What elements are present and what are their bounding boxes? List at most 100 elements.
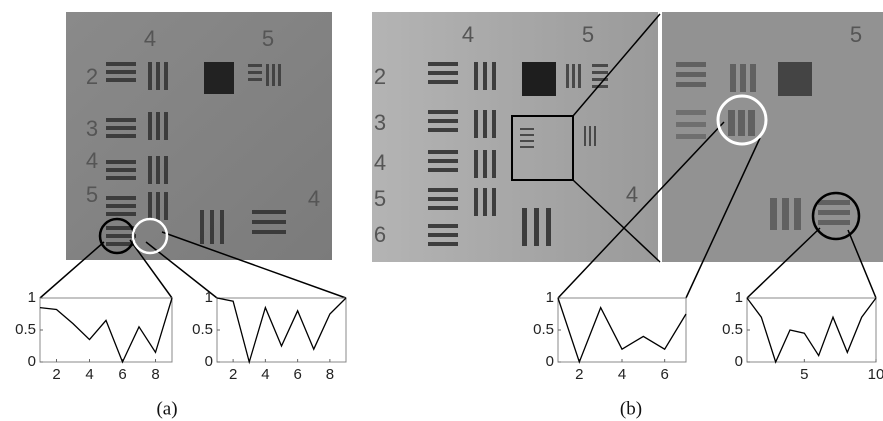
target-bar — [428, 119, 458, 123]
target-bar — [428, 80, 458, 84]
image-label: 5 — [262, 26, 274, 51]
x-tick-label: 6 — [293, 366, 301, 383]
target-bar — [266, 64, 269, 86]
target-bar — [106, 62, 136, 66]
image-label: 3 — [374, 110, 386, 135]
y-tick-label: 0.5 — [533, 321, 554, 338]
target-bar — [106, 126, 136, 130]
target-bar — [106, 78, 136, 82]
image-label: 4 — [308, 186, 320, 211]
plot-frame — [40, 298, 172, 362]
y-tick-label: 0.5 — [192, 321, 213, 338]
target-bar — [106, 160, 136, 164]
x-tick-label: 8 — [151, 366, 159, 383]
target-bar — [782, 198, 789, 230]
target-bar — [106, 176, 136, 180]
y-tick-label: 0.5 — [15, 321, 36, 338]
target-bar — [106, 118, 136, 122]
image-label: 5 — [850, 22, 862, 47]
target-bar — [483, 62, 487, 90]
target-bar — [428, 233, 458, 237]
target-bar — [474, 150, 478, 178]
target-bar — [578, 64, 581, 88]
target-bar — [252, 210, 286, 214]
target-bar — [248, 71, 262, 74]
target-bar — [730, 64, 736, 92]
y-tick-label: 0 — [28, 353, 36, 370]
x-tick-label: 2 — [52, 366, 60, 383]
image-label: 2 — [86, 64, 98, 89]
target-bar — [676, 110, 706, 115]
target-bar — [252, 220, 286, 224]
divider — [658, 12, 662, 262]
target-bar — [474, 110, 478, 138]
target-bar — [589, 126, 591, 146]
y-tick-label: 0 — [546, 353, 554, 370]
image-label: 4 — [86, 148, 98, 173]
y-tick-label: 1 — [28, 289, 36, 306]
target-bar — [278, 64, 281, 86]
page: {"figure": {"panels": [ {"caption": "(a)… — [0, 0, 883, 421]
target-bar — [248, 64, 262, 67]
target-bar — [740, 64, 746, 92]
image-label: 4 — [374, 150, 386, 175]
target-bar — [428, 242, 458, 246]
target-bar — [738, 110, 745, 136]
target-bar — [492, 110, 496, 138]
target-bar — [164, 112, 168, 140]
target-bar — [520, 146, 534, 148]
image-label: 5 — [374, 186, 386, 211]
target-bar — [148, 156, 152, 184]
target-bar — [818, 210, 850, 215]
target-bar — [566, 64, 569, 88]
image-label: 5 — [582, 22, 594, 47]
target-bar — [156, 192, 160, 220]
target-bar — [483, 110, 487, 138]
target-bar — [428, 150, 458, 154]
target-bar — [728, 110, 735, 136]
target-square — [204, 62, 234, 94]
target-bar — [520, 140, 534, 142]
x-tick-label: 8 — [326, 366, 334, 383]
target-bar — [148, 192, 152, 220]
target-bar — [106, 234, 136, 238]
target-bar — [522, 208, 527, 246]
target-square — [522, 62, 556, 96]
image-label: 4 — [462, 22, 474, 47]
image-label: 3 — [86, 116, 98, 141]
target-bar — [676, 134, 706, 139]
target-bar — [770, 198, 777, 230]
target-bar — [156, 62, 160, 90]
target-bar — [428, 188, 458, 192]
x-tick-label: 4 — [85, 366, 93, 383]
target-bar — [818, 220, 850, 225]
target-bar — [272, 64, 275, 86]
target-bar — [156, 112, 160, 140]
target-bar — [676, 62, 706, 67]
target-bar — [148, 62, 152, 90]
x-tick-label: 4 — [261, 366, 269, 383]
target-bar — [676, 72, 706, 77]
target-bar — [248, 78, 262, 81]
target-bar — [210, 210, 214, 244]
target-bar — [474, 62, 478, 90]
image-label: 2 — [374, 64, 386, 89]
target-bar — [584, 126, 586, 146]
caption: (a) — [156, 398, 177, 419]
x-tick-label: 10 — [868, 366, 883, 383]
image-label: 5 — [86, 182, 98, 207]
target-bar — [592, 71, 608, 74]
target-bar — [676, 122, 706, 127]
target-bar — [520, 128, 534, 130]
target-bar — [428, 159, 458, 163]
image-label: 4 — [626, 182, 638, 207]
target-bar — [676, 82, 706, 87]
target-bar — [546, 208, 551, 246]
target-bar — [428, 168, 458, 172]
y-tick-label: 0.5 — [722, 321, 743, 338]
target-bar — [164, 156, 168, 184]
target-bar — [200, 210, 204, 244]
target-bar — [252, 230, 286, 234]
target-bar — [164, 192, 168, 220]
target-bar — [106, 168, 136, 172]
